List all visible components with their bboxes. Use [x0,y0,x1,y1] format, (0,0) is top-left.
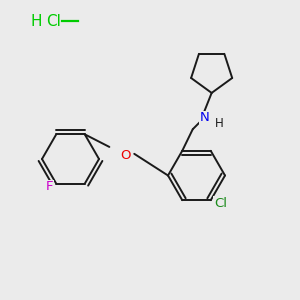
Text: N: N [199,111,209,124]
Text: H: H [30,14,41,28]
Text: Cl: Cl [46,14,62,28]
Text: O: O [121,149,131,162]
Text: Cl: Cl [214,197,227,210]
Text: F: F [46,180,53,193]
Text: H: H [215,117,224,130]
